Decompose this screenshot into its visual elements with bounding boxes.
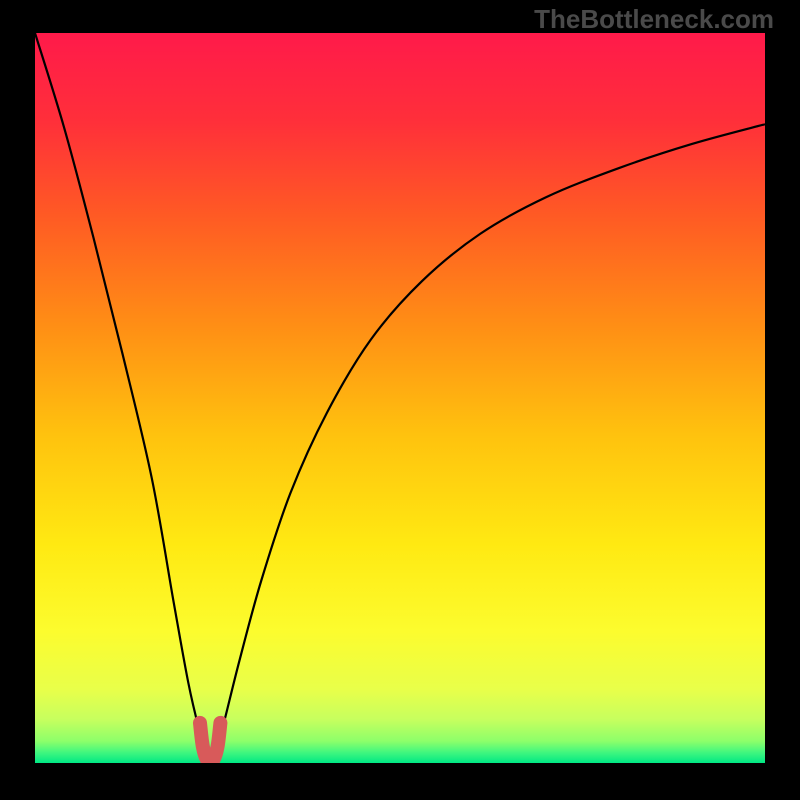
- watermark-text: TheBottleneck.com: [534, 4, 774, 35]
- gradient-background: [35, 33, 765, 763]
- figure-root: TheBottleneck.com: [0, 0, 800, 800]
- chart-svg: [0, 0, 800, 800]
